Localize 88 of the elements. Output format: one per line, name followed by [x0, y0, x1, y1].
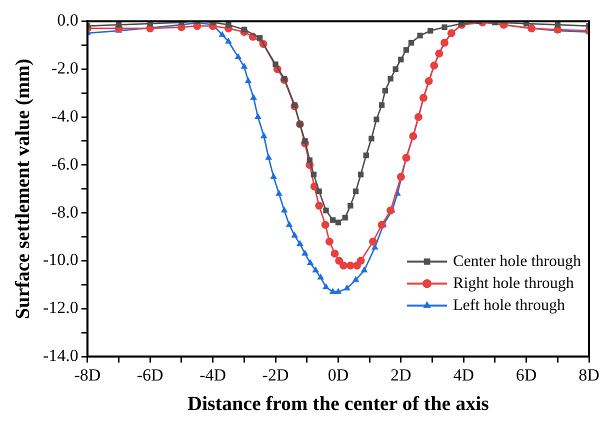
y-tick-label: -14.0: [42, 346, 78, 366]
point: [321, 220, 330, 229]
x-tick-label: -4D: [200, 365, 226, 384]
point: [329, 288, 336, 294]
point: [342, 214, 348, 220]
point: [335, 220, 342, 226]
x-tick-label: 4D: [453, 365, 474, 384]
point: [352, 276, 360, 282]
point: [363, 152, 369, 158]
point: [358, 172, 364, 178]
point: [244, 77, 252, 84]
point: [388, 76, 394, 82]
point: [310, 172, 317, 178]
point: [302, 138, 308, 144]
legend-label: Center hole through: [453, 252, 581, 270]
point: [330, 217, 336, 223]
point: [254, 113, 262, 120]
y-tick-label: -2.0: [51, 58, 78, 78]
point: [403, 47, 410, 53]
y-tick-label: -10.0: [42, 250, 78, 270]
point: [417, 32, 423, 38]
point: [374, 116, 380, 122]
point: [292, 102, 298, 108]
point: [368, 136, 374, 142]
y-tick-label: 0.0: [57, 10, 78, 30]
point: [356, 256, 365, 265]
point: [325, 238, 334, 246]
point: [330, 250, 339, 258]
legend-label: Right hole through: [453, 274, 574, 292]
y-tick-label: -8.0: [51, 202, 78, 222]
point: [116, 22, 122, 28]
point: [396, 172, 405, 181]
x-tick-label: -2D: [262, 365, 289, 384]
point: [272, 61, 278, 68]
point: [257, 35, 263, 41]
point: [306, 157, 313, 163]
point: [408, 40, 414, 46]
point: [218, 30, 226, 37]
x-tick-label: 8D: [578, 365, 600, 384]
point: [369, 238, 378, 246]
point: [378, 102, 385, 108]
point: [275, 190, 282, 196]
y-tick-label: -12.0: [42, 298, 78, 318]
point: [240, 62, 248, 69]
point: [382, 88, 388, 94]
point: [241, 26, 247, 32]
legend-label: Left hole through: [453, 296, 565, 314]
point: [265, 154, 272, 160]
point: [302, 250, 308, 256]
point: [360, 266, 368, 272]
x-tick-label: -8D: [74, 365, 101, 384]
point: [398, 56, 404, 62]
point: [315, 202, 324, 210]
x-axis-title: Distance from the center of the axis: [188, 393, 490, 416]
y-tick-label: -6.0: [51, 154, 78, 174]
point: [225, 38, 232, 44]
point: [291, 232, 298, 238]
point: [306, 259, 314, 266]
point: [312, 266, 320, 272]
point: [554, 22, 560, 28]
point: [352, 188, 359, 194]
point: [428, 28, 434, 34]
point: [340, 262, 348, 270]
point: [270, 172, 278, 179]
y-axis-title: Surface settlement value (mm): [12, 58, 34, 320]
x-tick-label: 2D: [390, 365, 412, 384]
point: [260, 132, 268, 138]
point: [323, 208, 329, 214]
point: [250, 94, 258, 100]
point: [280, 206, 288, 212]
point: [296, 240, 304, 246]
point: [234, 53, 242, 60]
y-tick-label: -4.0: [51, 106, 78, 126]
point: [442, 24, 448, 30]
point: [346, 262, 354, 270]
point: [322, 283, 330, 290]
point: [317, 274, 324, 280]
point: [371, 244, 378, 250]
point: [392, 66, 398, 72]
point: [226, 22, 232, 28]
point: [348, 202, 354, 208]
x-tick-label: 6D: [516, 365, 537, 384]
point: [316, 188, 322, 194]
point: [334, 288, 342, 294]
point: [286, 220, 293, 227]
x-tick-label: -6D: [136, 365, 164, 384]
point: [344, 284, 350, 290]
x-tick-label: 0D: [328, 365, 349, 384]
